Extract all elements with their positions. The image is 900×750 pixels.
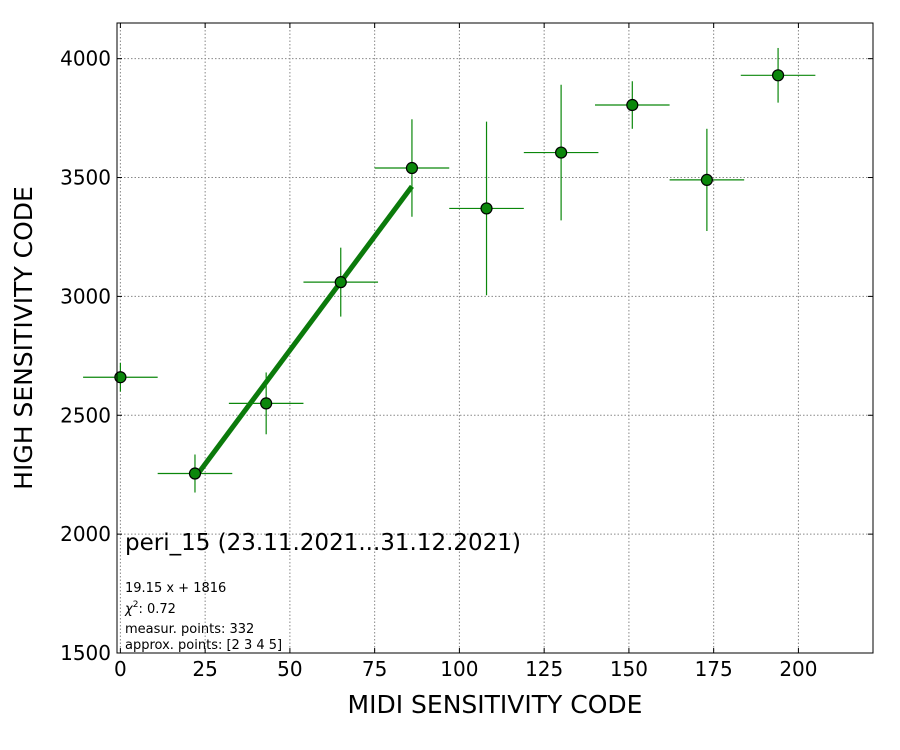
data-point xyxy=(740,47,816,103)
chi2-symbol: χ xyxy=(124,602,134,617)
annotation-box: peri_15 (23.11.2021...31.12.2021) 19.15 … xyxy=(124,530,521,653)
point-marker xyxy=(114,371,127,384)
fit-equation: 19.15 x + 1816 xyxy=(125,581,226,596)
chi2-superscript: 2 xyxy=(133,600,139,610)
chi2-value: : 0.72 xyxy=(138,602,175,617)
x-tick-label: 125 xyxy=(525,657,563,681)
x-tick-label: 150 xyxy=(610,657,648,681)
data-point xyxy=(228,372,304,435)
x-axis-label: MIDI SENSITIVITY CODE xyxy=(348,690,643,719)
x-tick-label: 200 xyxy=(779,657,817,681)
fit-line xyxy=(192,184,414,480)
y-tick-label: 2500 xyxy=(60,403,111,427)
y-tick-label: 2000 xyxy=(60,522,111,546)
x-tick-label: 25 xyxy=(192,657,217,681)
x-tick-label: 50 xyxy=(277,657,302,681)
point-marker xyxy=(700,173,713,187)
point-marker xyxy=(188,467,202,480)
y-tick-label: 3500 xyxy=(60,166,111,190)
point-marker xyxy=(480,202,493,215)
data-point xyxy=(303,247,379,317)
approx-points: approx. points: [2 3 4 5] xyxy=(125,638,282,653)
data-point xyxy=(449,121,524,296)
data-point xyxy=(595,81,670,129)
x-tick-label: 75 xyxy=(362,657,387,681)
annotation-title: peri_15 (23.11.2021...31.12.2021) xyxy=(125,530,521,556)
plot-frame xyxy=(116,22,874,654)
measur-points: measur. points: 332 xyxy=(125,622,254,637)
x-tick-label: 100 xyxy=(440,657,478,681)
point-marker xyxy=(260,397,273,410)
y-tick-label: 3000 xyxy=(60,284,111,308)
ticks: 0 25 50 75 100 125 150 175 200 1500 2000 2500 3000 35… xyxy=(60,23,873,681)
point-marker xyxy=(626,98,639,112)
y-tick-label: 1500 xyxy=(60,641,111,665)
data-point xyxy=(374,119,450,217)
chi2-text: χ2: 0.72 xyxy=(124,600,176,617)
y-tick-label: 4000 xyxy=(60,47,111,71)
data-point xyxy=(669,128,745,232)
data-points-layer xyxy=(83,47,816,493)
fit-line-layer xyxy=(192,184,414,480)
point-marker xyxy=(405,161,419,175)
data-point xyxy=(83,362,158,392)
y-axis-label: HIGH SENSITIVITY CODE xyxy=(9,186,38,490)
point-marker xyxy=(334,276,347,289)
data-point xyxy=(523,84,599,221)
point-marker xyxy=(555,146,568,159)
data-point xyxy=(157,454,233,493)
x-tick-label: 175 xyxy=(695,657,733,681)
grid xyxy=(117,23,873,654)
x-tick-label: 0 xyxy=(114,657,127,681)
point-marker xyxy=(771,69,785,82)
